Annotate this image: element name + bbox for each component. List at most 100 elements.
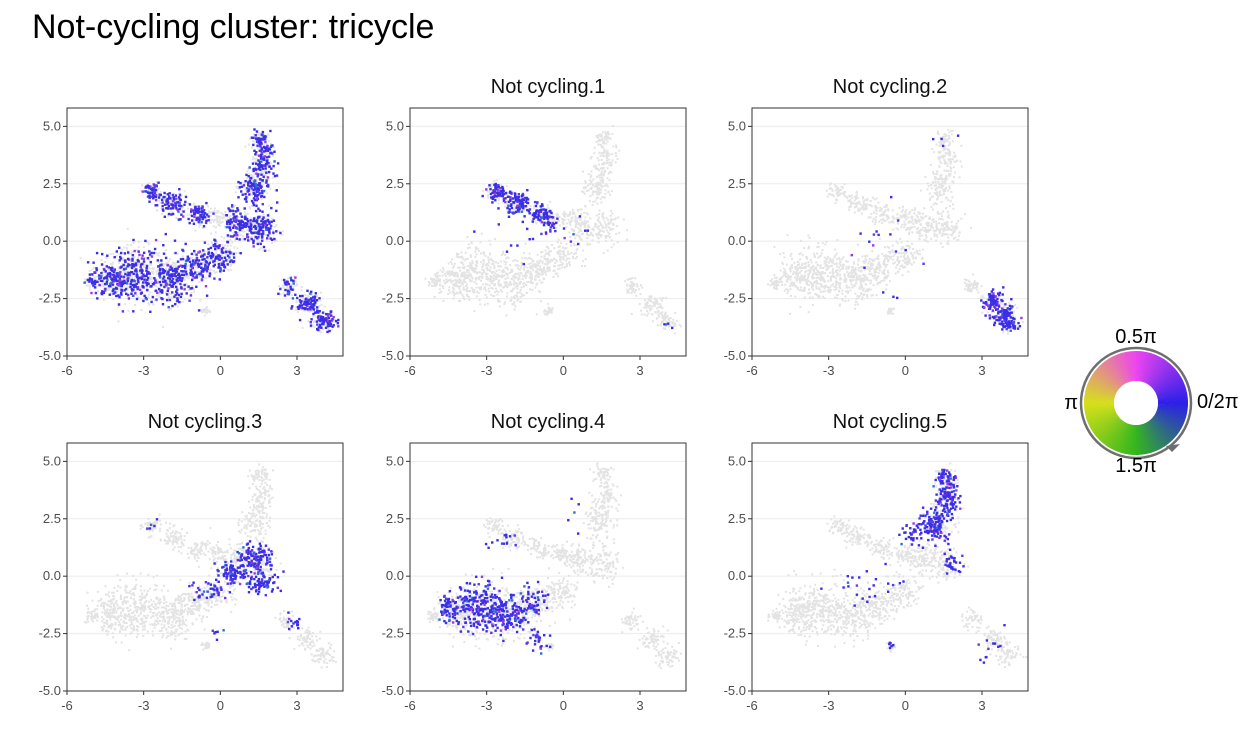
background-cell-point: [644, 304, 647, 307]
cell-point: [252, 168, 255, 171]
background-cell-point: [231, 208, 234, 211]
background-cell-point: [638, 288, 641, 291]
background-cell-point: [244, 188, 247, 191]
cell-point: [204, 221, 208, 225]
background-cell-point: [243, 210, 246, 213]
cell-point: [226, 254, 230, 257]
cell-point: [269, 129, 272, 133]
cell-point: [522, 198, 526, 202]
cell-point: [173, 273, 176, 276]
background-cell-point: [486, 267, 489, 270]
background-cell-point: [664, 311, 667, 314]
cell-point: [86, 278, 89, 282]
cell-point: [142, 281, 145, 284]
background-cell-point: [528, 276, 531, 279]
cell-point: [229, 235, 232, 238]
background-cell-point: [192, 219, 195, 222]
background-cell-point: [156, 188, 159, 191]
cell-point: [200, 210, 203, 213]
background-cell-point: [193, 290, 196, 293]
background-cell-point: [188, 275, 190, 278]
cell-point: [292, 282, 295, 285]
background-cell-point: [591, 184, 594, 186]
background-cell-point: [265, 177, 268, 180]
background-cell-point: [275, 224, 278, 227]
background-cell-point: [126, 247, 128, 250]
background-cell-point: [184, 275, 187, 278]
background-cell-point: [602, 166, 605, 169]
cell-point: [155, 194, 158, 197]
background-cell-point: [256, 132, 259, 135]
cell-point: [134, 264, 138, 267]
background-cell-point: [579, 225, 582, 228]
cell-point: [215, 256, 219, 259]
background-cell-point: [201, 310, 204, 313]
cell-point: [337, 325, 340, 328]
background-cell-point: [493, 267, 496, 270]
background-cell-point: [220, 216, 223, 219]
cell-point: [175, 292, 179, 295]
cell-point: [264, 135, 267, 138]
background-cell-point: [221, 213, 224, 216]
background-cell-point: [569, 244, 572, 247]
cell-point: [250, 223, 253, 226]
background-cell-point: [487, 264, 490, 267]
background-cell-point: [499, 283, 502, 286]
background-cell-point: [447, 293, 450, 296]
background-cell-point: [187, 276, 189, 279]
cell-point: [168, 195, 171, 198]
cell-point: [327, 316, 331, 320]
cell-point: [254, 235, 257, 239]
background-cell-point: [582, 260, 584, 263]
background-cell-point: [643, 313, 646, 316]
background-cell-point: [586, 242, 589, 245]
background-cell-point: [471, 277, 474, 280]
background-cell-point: [656, 311, 659, 313]
background-cell-point: [197, 271, 200, 273]
background-cell-point: [660, 312, 663, 315]
background-cell-point: [261, 184, 264, 187]
cell-point: [153, 247, 157, 251]
background-cell-point: [517, 278, 520, 281]
background-cell-point: [466, 283, 468, 286]
cell-point: [149, 260, 152, 264]
background-cell-point: [171, 211, 174, 214]
background-cell-point: [252, 156, 255, 159]
background-cell-point: [119, 286, 122, 289]
background-cell-point: [293, 288, 295, 291]
x-tick-label: 0: [217, 363, 224, 378]
background-cell-point: [546, 246, 549, 249]
background-cell-point: [140, 273, 143, 276]
cell-point: [211, 254, 215, 257]
cell-point: [220, 257, 223, 260]
cell-point: [250, 184, 253, 188]
cell-point: [242, 225, 246, 228]
background-cell-point: [571, 208, 574, 211]
background-cell-point: [105, 257, 108, 259]
cell-point: [119, 266, 122, 269]
background-cell-point: [484, 283, 487, 286]
cell-point: [96, 280, 99, 283]
background-cell-point: [223, 244, 226, 247]
background-cell-point: [545, 270, 547, 273]
background-cell-point: [606, 249, 609, 252]
background-cell-point: [516, 287, 519, 290]
cell-point: [266, 234, 270, 237]
cell-point: [165, 282, 169, 286]
background-cell-point: [540, 255, 543, 258]
cell-point: [257, 225, 260, 228]
background-cell-point: [463, 298, 466, 301]
cell-point: [162, 209, 165, 212]
background-cell-point: [585, 186, 587, 189]
background-cell-point: [600, 201, 603, 204]
background-cell-point: [224, 225, 227, 228]
background-cell-point: [606, 167, 609, 170]
cell-point: [261, 179, 264, 182]
background-cell-point: [626, 291, 629, 294]
cell-point: [277, 292, 280, 295]
background-cell-point: [534, 264, 537, 266]
cell-point: [252, 136, 255, 139]
background-cell-point: [205, 277, 208, 280]
cell-point: [306, 308, 309, 311]
